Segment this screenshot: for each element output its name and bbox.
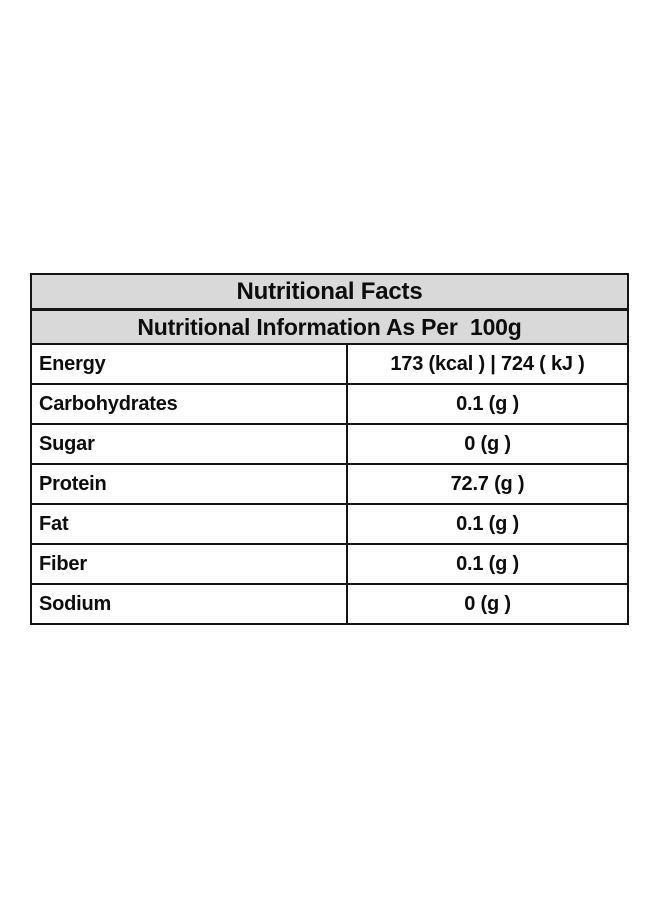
table-subtitle: Nutritional Information As Per 100g — [32, 311, 627, 345]
nutrient-value: 0 (g ) — [464, 432, 511, 455]
table-title: Nutritional Facts — [32, 275, 627, 311]
nutrient-name: Fat — [32, 505, 348, 543]
table-row: Sodium 0 (g ) — [32, 585, 627, 623]
nutrient-value: 72.7 (g ) — [450, 472, 525, 495]
nutrient-name: Sodium — [32, 585, 348, 623]
table-row: Protein 72.7 (g ) — [32, 465, 627, 505]
table-row: Fat 0.1 (g ) — [32, 505, 627, 545]
nutrient-value: 173 (kcal ) | 724 ( kJ ) — [390, 352, 585, 375]
nutrition-facts-table: Nutritional Facts Nutritional Informatio… — [30, 273, 629, 625]
nutrient-name: Carbohydrates — [32, 385, 348, 423]
nutrient-value: 0.1 (g ) — [456, 552, 519, 575]
table-row: Energy 173 (kcal ) | 724 ( kJ ) — [32, 345, 627, 385]
nutrient-value: 0 (g ) — [464, 592, 511, 615]
table-row: Sugar 0 (g ) — [32, 425, 627, 465]
nutrient-name: Fiber — [32, 545, 348, 583]
nutrient-name: Sugar — [32, 425, 348, 463]
nutrient-value: 0.1 (g ) — [456, 392, 519, 415]
nutrient-name: Energy — [32, 345, 348, 383]
table-body: Energy 173 (kcal ) | 724 ( kJ ) Carbohyd… — [32, 345, 627, 623]
nutrient-name: Protein — [32, 465, 348, 503]
table-row: Fiber 0.1 (g ) — [32, 545, 627, 585]
table-row: Carbohydrates 0.1 (g ) — [32, 385, 627, 425]
nutrient-value: 0.1 (g ) — [456, 512, 519, 535]
